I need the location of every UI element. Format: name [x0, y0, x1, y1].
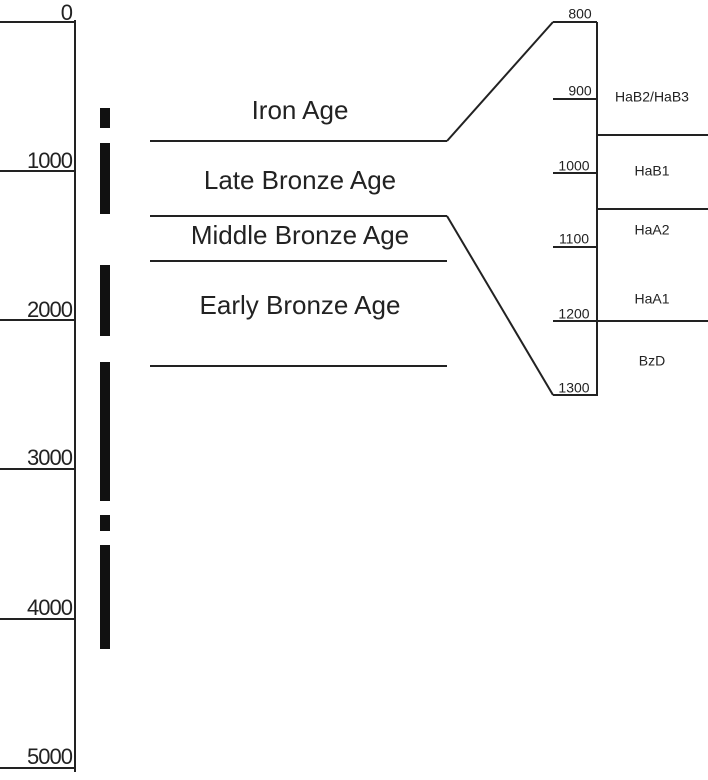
right-label: 1300 — [558, 380, 589, 396]
left-label: 2000 — [27, 297, 73, 322]
bar — [100, 362, 110, 501]
age-label: Late Bronze Age — [204, 165, 396, 195]
occupation-bars — [100, 108, 110, 649]
bar — [100, 515, 110, 531]
right-label: 1000 — [558, 158, 589, 174]
age-label: Iron Age — [252, 95, 349, 125]
connector — [446, 21, 554, 142]
left-label: 3000 — [27, 445, 73, 470]
age-label: Early Bronze Age — [200, 290, 401, 320]
left-ticks — [0, 21, 75, 769]
period-label: HaB1 — [634, 163, 669, 179]
right-label: 800 — [568, 6, 592, 22]
period-label: HaA1 — [634, 291, 669, 307]
bar — [100, 143, 110, 214]
bar — [100, 265, 110, 336]
age-label: Middle Bronze Age — [191, 220, 409, 250]
left-label: 5000 — [27, 744, 73, 769]
connector — [446, 215, 554, 396]
bar — [100, 108, 110, 128]
right-label: 900 — [568, 83, 592, 99]
period-label: HaB2/HaB3 — [615, 89, 689, 105]
right-label: 1100 — [559, 231, 589, 247]
left-label: 4000 — [27, 595, 73, 620]
right-label: 1200 — [558, 306, 589, 322]
period-label: HaA2 — [634, 222, 669, 238]
period-label: BzD — [639, 353, 665, 369]
bar — [100, 545, 110, 649]
left-label: 0 — [61, 0, 73, 25]
left-label: 1000 — [27, 148, 73, 173]
